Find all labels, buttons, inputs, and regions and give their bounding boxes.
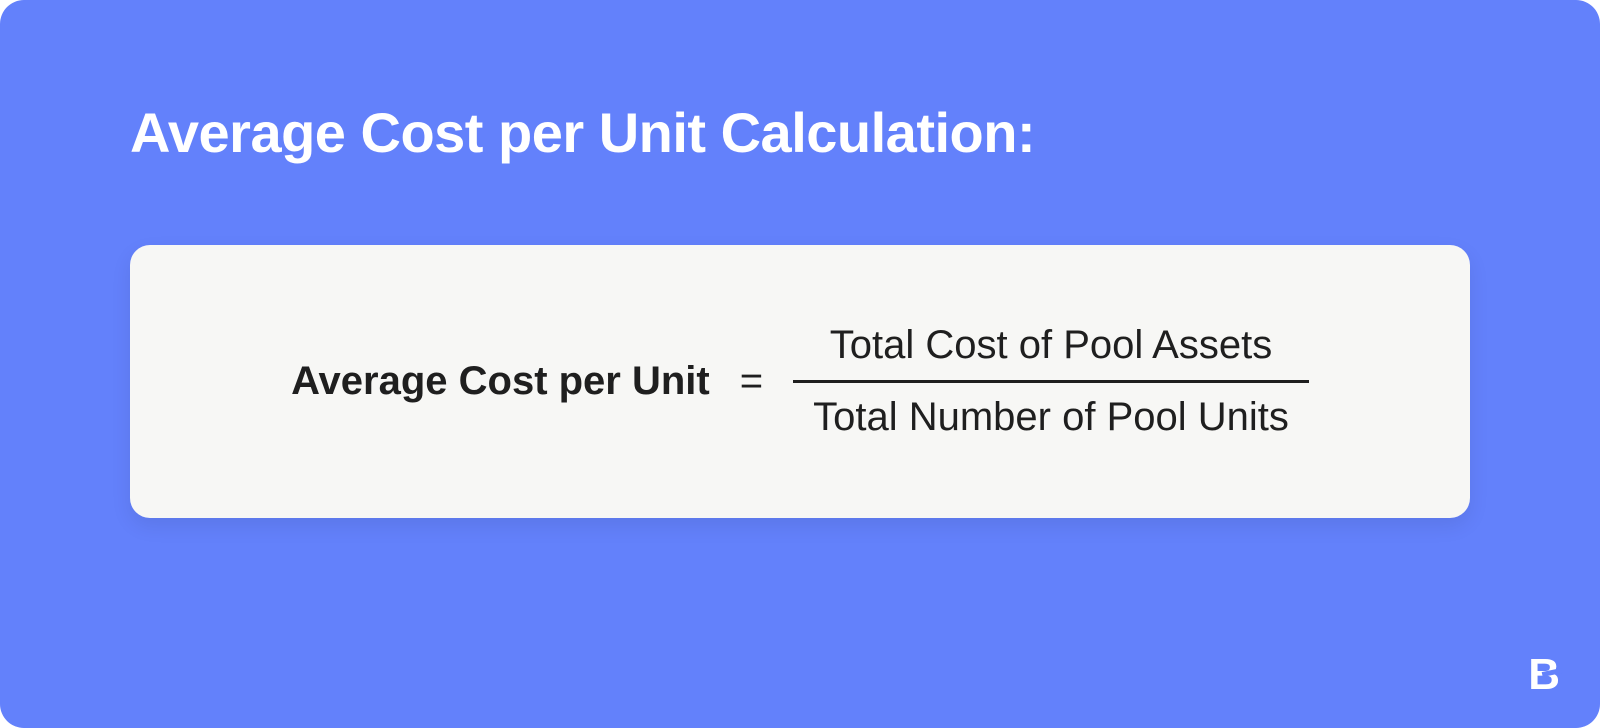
formula-left-label: Average Cost per Unit: [291, 359, 710, 404]
fraction-denominator: Total Number of Pool Units: [793, 387, 1309, 448]
formula-box: Average Cost per Unit = Total Cost of Po…: [130, 245, 1470, 518]
brand-logo-icon: B: [1528, 650, 1560, 700]
equals-sign: =: [740, 359, 763, 404]
fraction: Total Cost of Pool Assets Total Number o…: [793, 315, 1309, 448]
info-card: Average Cost per Unit Calculation: Avera…: [0, 0, 1600, 728]
fraction-line: [793, 380, 1309, 383]
card-title: Average Cost per Unit Calculation:: [130, 100, 1470, 165]
formula: Average Cost per Unit = Total Cost of Po…: [291, 315, 1309, 448]
fraction-numerator: Total Cost of Pool Assets: [810, 315, 1292, 376]
